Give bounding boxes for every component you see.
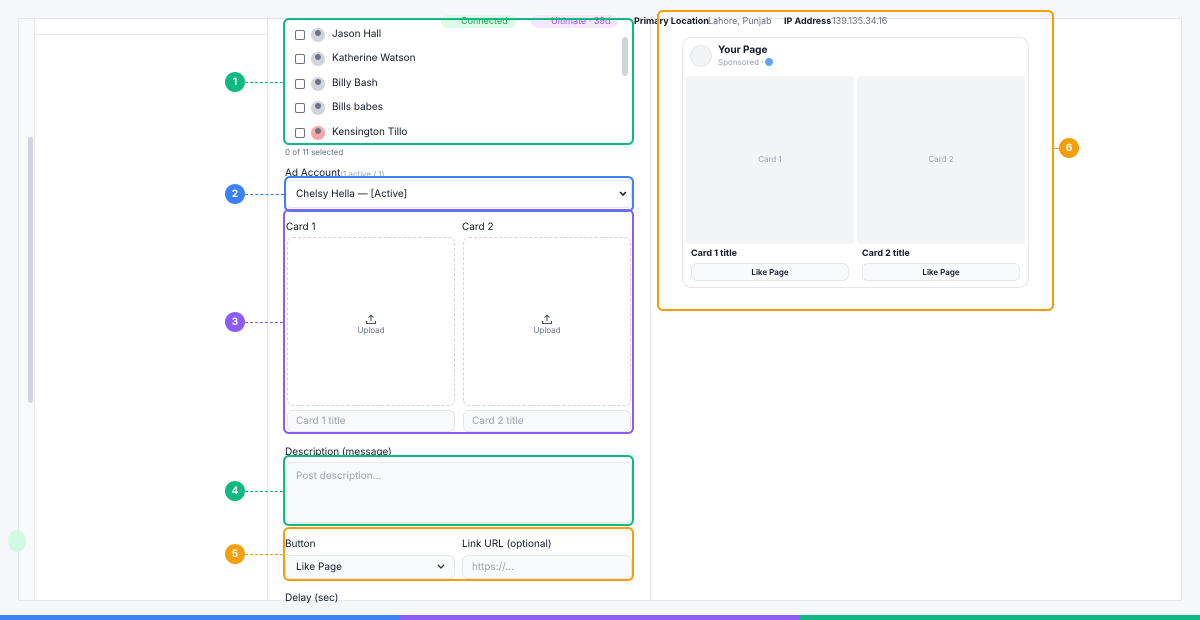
avatar (311, 126, 325, 140)
annotation-box (657, 10, 1054, 311)
annotation-line (245, 82, 283, 83)
card-title-placeholder: Card 2 title (472, 415, 524, 427)
annotation-line (245, 194, 284, 195)
preview-image-text: Card 1 (758, 154, 782, 164)
checkbox[interactable] (295, 103, 305, 113)
user-name: Katherine Watson (332, 52, 416, 64)
user-name: Jason Hall (332, 28, 382, 40)
chevron (437, 564, 445, 569)
annotation-number: 5 (225, 544, 245, 564)
link-input[interactable] (462, 555, 632, 579)
upload-icon (365, 309, 377, 329)
sidebar-scroll-thumb (28, 137, 33, 403)
ip-label: IP Address (784, 16, 832, 27)
page-avatar (690, 45, 712, 67)
upload-text: Upload (533, 325, 561, 335)
avatar (311, 52, 325, 66)
preview-like-text: Like Page (751, 267, 789, 277)
card-title-placeholder: Card 1 title (296, 415, 346, 427)
ad-account-select[interactable] (285, 180, 632, 208)
annotation-number: 1 (225, 72, 245, 92)
button-value: Like Page (296, 561, 342, 573)
ad-account-sub: (1 active / 1) (340, 169, 385, 179)
user-name: Billy Bash (332, 77, 378, 89)
preview-image (857, 76, 1025, 244)
upload-icon (541, 309, 553, 329)
ip-value: 139.135.34.16 (832, 16, 888, 27)
annotation-number: 2 (225, 184, 245, 204)
annotation-box (283, 455, 634, 526)
preview-like-button[interactable] (862, 263, 1020, 281)
location-label: Primary Location (634, 16, 709, 27)
checkbox[interactable] (295, 128, 305, 138)
preview-like-text: Like Page (922, 267, 960, 277)
annotation-line (1054, 148, 1059, 149)
list-scroll-thumb (622, 37, 628, 76)
preview-image-text: Card 2 (928, 154, 954, 164)
preview-image (686, 76, 854, 244)
ad-account-value: Chelsy Hella — [Active] (296, 188, 408, 200)
button-label: Button (285, 538, 316, 550)
annotation-line (245, 554, 283, 555)
card-label: Card 1 (286, 221, 316, 233)
annotation-number: 6 (1059, 138, 1079, 158)
card-title-input[interactable] (463, 410, 631, 432)
annotation-number: 4 (225, 481, 245, 501)
sidebar-dot (8, 530, 26, 552)
button-select[interactable] (285, 555, 455, 579)
selected-count: 0 of 11 selected (285, 147, 344, 157)
chevron (619, 191, 627, 197)
card-title-input[interactable] (287, 410, 455, 432)
upload-area[interactable] (287, 237, 455, 406)
preview-like-button[interactable] (691, 263, 849, 281)
preview-card-title: Card 1 title (691, 248, 737, 259)
page-name: Your Page (718, 44, 768, 56)
checkbox[interactable] (295, 30, 305, 40)
description-placeholder: Post description... (296, 470, 382, 482)
avatar (311, 77, 325, 91)
checkbox[interactable] (295, 79, 305, 89)
annotation-line (245, 491, 283, 492)
bottom-bar (400, 615, 800, 620)
globe-icon (765, 58, 773, 66)
avatar (311, 101, 325, 115)
annotation-box (283, 527, 634, 581)
annotation-box (283, 209, 634, 434)
bottom-bar (800, 615, 1200, 620)
link-placeholder: https://... (472, 561, 514, 573)
user-name: Kensington Tillo (332, 126, 408, 138)
preview-card-title: Card 2 title (862, 248, 910, 259)
avatar (311, 28, 325, 42)
topbar-line (35, 34, 267, 35)
annotation-box (283, 18, 634, 145)
annotation-line (245, 322, 283, 323)
bottom-bar (0, 615, 400, 620)
upload-area[interactable] (463, 237, 631, 406)
delay-label: Delay (sec) (285, 592, 339, 604)
annotation-box (284, 176, 634, 212)
annotation-number: 3 (225, 312, 245, 332)
sponsored: Sponsored · (718, 57, 764, 67)
upload-text: Upload (357, 325, 385, 335)
location-value: Lahore, Punjab (708, 16, 772, 27)
link-label: Link URL (optional) (462, 538, 552, 550)
checkbox[interactable] (295, 54, 305, 64)
description-textarea[interactable] (286, 462, 632, 523)
card-label: Card 2 (462, 221, 494, 233)
user-name: Bills babes (332, 101, 383, 113)
